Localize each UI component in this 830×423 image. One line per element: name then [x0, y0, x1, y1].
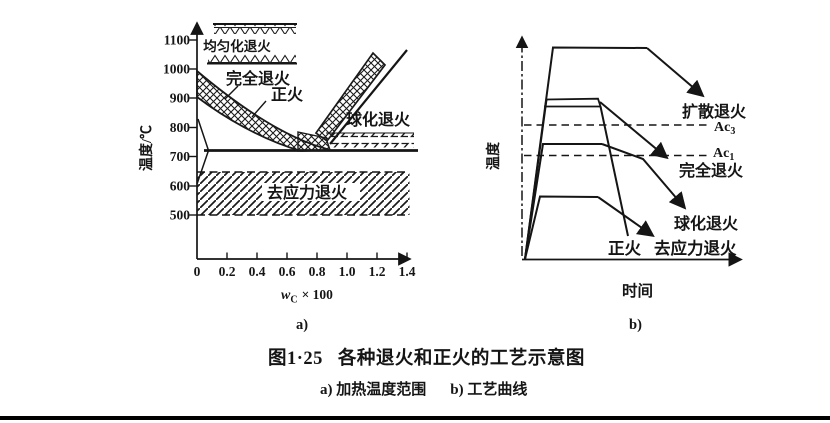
x-tick-label: 0.8 [309, 264, 326, 279]
x-axis-subscript: C [290, 295, 297, 306]
acm-line [329, 49, 408, 145]
spheroidizing-curve-label: 球化退火 [674, 214, 739, 233]
x-tick-label: 0.4 [249, 264, 266, 279]
normalizing-label: 正火 [271, 86, 304, 104]
panel-b-process-curves-chart: 扩散退火 Ac3 Ac1 完全退火 球化退火 正火 去应力退火 温度 时间 b) [485, 35, 747, 333]
y-tick-label: 500 [170, 208, 191, 223]
stress-relief-band [197, 171, 410, 216]
stress-relief-cooling-arrow [597, 196, 655, 237]
figure-caption: 图1·25 各种退火和正火的工艺示意图 [268, 344, 585, 370]
normalizing-band-right-arm [314, 51, 387, 143]
panel-b-x-axis-title: 时间 [622, 281, 653, 300]
y-tick-label: 700 [170, 149, 191, 164]
panel-a-label: a) [296, 317, 308, 333]
stress-relief-label: 去应力退火 [267, 183, 348, 202]
normalizing-cooling-line [599, 106, 629, 237]
spheroidizing-label: 球化退火 [346, 110, 411, 129]
panel-a-x-tick-labels: 0 0.2 0.4 0.6 0.8 1.0 1.2 1.4 [194, 264, 416, 279]
y-tick-label: 1100 [164, 33, 191, 48]
x-axis-var: w [281, 288, 291, 303]
y-tick-label: 1000 [163, 62, 190, 77]
x-tick-label: 0.6 [279, 264, 296, 279]
spheroidizing-curve [524, 143, 602, 260]
ac3-label: Ac3 [714, 120, 735, 137]
figure-subcaption: a) 加热温度范围 b) 工艺曲线 [320, 378, 527, 399]
panel-b-label: b) [629, 317, 642, 333]
panel-a-x-axis-title: wC × 100 [281, 287, 333, 306]
subcaption-b: b) 工艺曲线 [450, 382, 528, 398]
normalizing-pointer-line [251, 100, 267, 118]
diffusion-cooling-arrow [646, 47, 705, 98]
ac1-sub: 1 [729, 152, 734, 163]
panel-a-y-ticks [189, 39, 197, 216]
x-tick-label: 0 [194, 264, 201, 279]
panel-a-y-axis-title: 温度/℃ [138, 125, 155, 171]
page-bottom-rule [0, 416, 830, 420]
normalizing-curve-label: 正火 [608, 239, 642, 258]
full-annealing-cooling-arrow [599, 101, 669, 160]
y-tick-label: 900 [170, 91, 191, 106]
x-axis-multiplier: × 100 [302, 287, 334, 302]
x-tick-label: 1.2 [369, 264, 386, 279]
y-tick-label: 800 [170, 120, 191, 135]
homogenizing-label: 均匀化退火 [203, 38, 271, 54]
full-annealing-pointer-line [224, 85, 239, 100]
y-tick-label: 600 [170, 179, 191, 194]
ac1-label: Ac1 [713, 146, 734, 163]
band-junction [297, 131, 331, 152]
ac3-sub: 3 [730, 126, 735, 137]
full-annealing-hold-band [543, 97, 602, 108]
figure-caption-number: 图1·25 [268, 349, 323, 369]
full-annealing-label: 完全退火 [226, 69, 291, 88]
panel-a-x-ticks [226, 252, 408, 259]
x-tick-label: 0.2 [219, 264, 236, 279]
subcaption-a: a) 加热温度范围 [320, 382, 427, 398]
diffusion-annealing-label: 扩散退火 [682, 102, 747, 121]
stress-relief-curve [524, 195, 599, 260]
spheroidizing-band [330, 133, 414, 148]
spheroidizing-cooling-arrow [601, 143, 687, 210]
ac3-base: Ac [714, 120, 730, 135]
panel-b-y-axis-title: 温度 [485, 141, 502, 170]
x-tick-label: 1.4 [399, 264, 416, 279]
figure-caption-title: 各种退火和正火的工艺示意图 [337, 349, 585, 369]
x-tick-label: 1.0 [339, 264, 356, 279]
stress-relief-curve-label: 去应力退火 [654, 238, 737, 258]
panel-a-y-tick-labels: 1100 1000 900 800 700 600 500 [163, 33, 190, 223]
panel-a-axes [190, 21, 412, 266]
panel-a-heating-temperature-chart: 1100 1000 900 800 700 600 500 0 0.2 0.4 … [138, 21, 418, 333]
homogenizing-band [207, 23, 297, 65]
ac1-base: Ac [713, 146, 729, 161]
full-annealing-curve-label: 完全退火 [679, 161, 744, 180]
